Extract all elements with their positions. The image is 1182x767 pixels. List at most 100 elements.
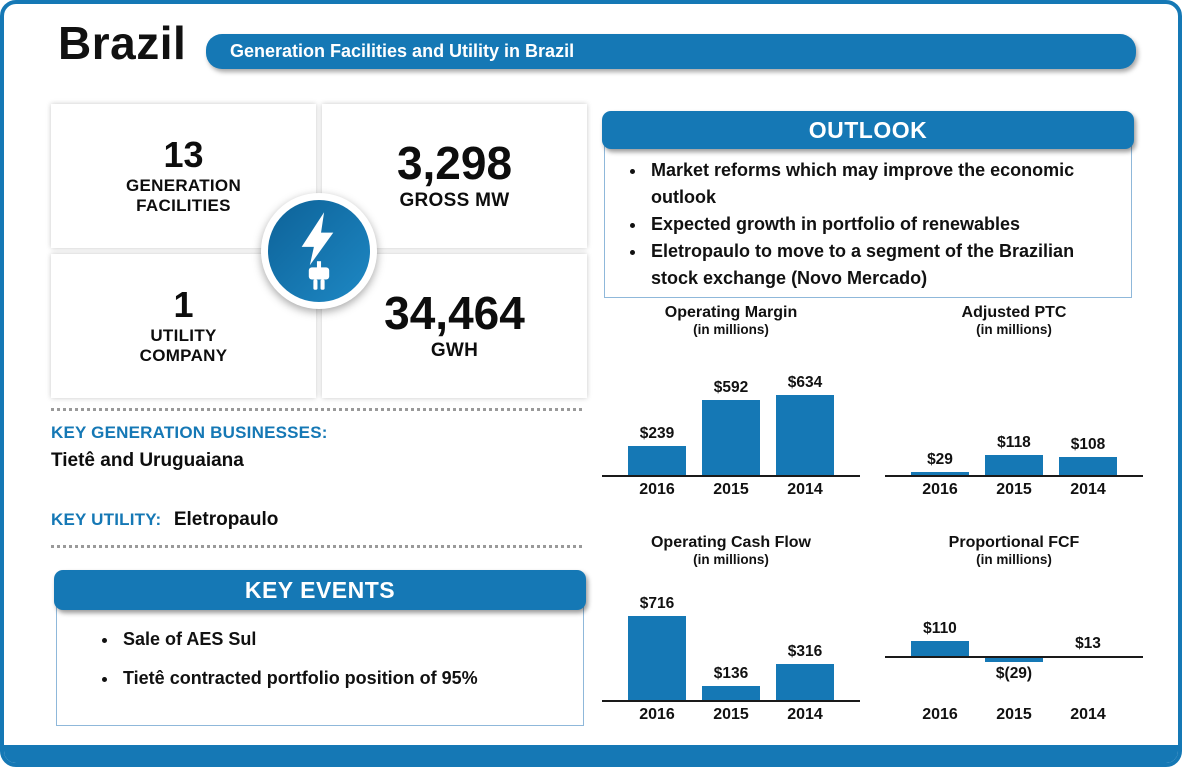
page-title: Brazil — [58, 17, 187, 69]
bar-value-label: $716 — [639, 595, 675, 612]
dotted-separator — [51, 408, 582, 411]
bar-value-label: $29 — [927, 451, 953, 468]
bar-2015 — [985, 455, 1043, 477]
stat-value: 1 — [173, 283, 194, 325]
stat-label-line: FACILITIES — [136, 195, 231, 215]
outlook-header: OUTLOOK — [602, 111, 1134, 149]
bar-column: $108 — [1059, 341, 1117, 477]
bar-column: $592 — [702, 341, 760, 477]
key-generation-label: KEY GENERATION BUSINESSES: — [51, 423, 328, 442]
outlook-item: Market reforms which may improve the eco… — [647, 157, 1105, 211]
bar-column: $136 — [702, 571, 760, 702]
chart-subtitle: (in millions) — [976, 322, 1052, 337]
category-label: 2015 — [996, 481, 1032, 498]
key-generation-value: Tietê and Uruguaiana — [51, 450, 244, 471]
bar-value-label: $(29) — [995, 665, 1033, 682]
key-event-item: Sale of AES Sul — [119, 629, 583, 650]
bar-column: $29 — [911, 341, 969, 477]
x-axis — [885, 656, 1143, 658]
stat-label-line: GENERATION — [125, 175, 242, 195]
key-generation-businesses: KEY GENERATION BUSINESSES: Tietê and Uru… — [51, 423, 328, 472]
outlook-item: Expected growth in portfolio of renewabl… — [647, 211, 1105, 238]
bar-column: $(29) — [985, 571, 1043, 702]
bar-value-label: $634 — [787, 374, 823, 391]
chart-plot: $239 $592 $634 — [600, 341, 862, 477]
bar-column: $716 — [628, 571, 686, 702]
header-banner: Generation Facilities and Utility in Bra… — [206, 34, 1136, 69]
bar-column: $239 — [628, 341, 686, 477]
stat-value: 34,464 — [384, 287, 525, 340]
stat-label: GENERATION FACILITIES — [126, 176, 241, 217]
x-axis — [602, 700, 860, 702]
outlook-item: Eletropaulo to move to a segment of the … — [647, 238, 1105, 292]
footer-accent-bar — [4, 745, 1178, 763]
key-events-panel: Sale of AES Sul Tietê contracted portfol… — [56, 590, 584, 726]
stat-label: GWH — [431, 340, 478, 363]
bar-2015 — [702, 400, 760, 477]
bar-value-label: $108 — [1070, 436, 1106, 453]
key-utility: KEY UTILITY: Eletropaulo — [51, 509, 278, 531]
chart-subtitle: (in millions) — [693, 552, 769, 567]
stat-card-generation-facilities: 13 GENERATION FACILITIES — [51, 104, 316, 248]
chart-categories: 2016 2015 2014 — [600, 481, 862, 499]
bar-2016 — [911, 472, 969, 477]
chart-title: Operating Cash Flow — [650, 534, 811, 551]
chart-adjusted-ptc: Adjusted PTC (in millions) $29 $118 $108 2… — [883, 304, 1145, 499]
bar-column: $110 — [911, 571, 969, 702]
category-label: 2015 — [996, 706, 1032, 723]
chart-categories: 2016 2015 2014 — [600, 706, 862, 724]
electricity-bolt-plug-icon — [268, 200, 370, 302]
key-utility-value: Eletropaulo — [173, 509, 279, 530]
bar-2016 — [628, 446, 686, 477]
chart-categories: 2016 2015 2014 — [883, 706, 1145, 724]
chart-plot: $716 $136 $316 — [600, 571, 862, 702]
stat-label: GROSS MW — [399, 190, 509, 213]
chart-plot: $110 $(29) $13 — [883, 571, 1145, 702]
category-label: 2014 — [787, 481, 823, 498]
outlook-list: Market reforms which may improve the eco… — [647, 157, 1131, 292]
dotted-separator — [51, 545, 582, 548]
bar-2015 — [702, 686, 760, 702]
bar-2014 — [1059, 457, 1117, 477]
bar-value-label: $592 — [713, 379, 749, 396]
outlook-panel: Market reforms which may improve the eco… — [604, 130, 1132, 298]
bar-2014 — [776, 664, 834, 702]
bar-value-label: $136 — [713, 665, 749, 682]
bar-2016 — [911, 641, 969, 658]
chart-operating-cash-flow: Operating Cash Flow (in millions) $716 $1… — [600, 534, 862, 724]
chart-proportional-fcf: Proportional FCF (in millions) $110 $(29)… — [883, 534, 1145, 724]
header-banner-label: Generation Facilities and Utility in Bra… — [230, 41, 575, 61]
stat-label-line: GWH — [430, 339, 479, 361]
bar-value-label: $13 — [1075, 635, 1101, 652]
category-label: 2016 — [639, 706, 675, 723]
chart-title: Adjusted PTC — [961, 304, 1067, 321]
stat-label: UTILITY COMPANY — [140, 326, 228, 367]
category-label: 2014 — [1070, 706, 1106, 723]
stats-grid: 13 GENERATION FACILITIES 3,298 GROSS MW … — [51, 104, 587, 398]
category-label: 2015 — [713, 481, 749, 498]
key-events-list: Sale of AES Sul Tietê contracted portfol… — [119, 629, 583, 689]
bar-2015 — [985, 658, 1043, 662]
x-axis — [885, 475, 1143, 477]
bar-value-label: $239 — [639, 425, 675, 442]
stat-label-line: GROSS MW — [399, 189, 510, 211]
category-label: 2014 — [1070, 481, 1106, 498]
stat-value: 13 — [163, 133, 204, 175]
category-label: 2016 — [922, 481, 958, 498]
power-badge — [261, 193, 377, 309]
stat-value: 3,298 — [396, 137, 513, 190]
category-label: 2016 — [639, 481, 675, 498]
stat-label-line: UTILITY — [150, 325, 217, 345]
chart-plot: $29 $118 $108 — [883, 341, 1145, 477]
category-label: 2016 — [922, 706, 958, 723]
category-label: 2014 — [787, 706, 823, 723]
chart-title: Proportional FCF — [948, 534, 1080, 551]
chart-title: Operating Margin — [664, 304, 798, 321]
bar-value-label: $110 — [923, 620, 957, 637]
key-events-header: KEY EVENTS — [54, 570, 586, 610]
key-utility-label: KEY UTILITY: — [51, 510, 162, 529]
chart-operating-margin: Operating Margin (in millions) $239 $592 $… — [600, 304, 862, 499]
bar-value-label: $316 — [787, 643, 823, 660]
chart-categories: 2016 2015 2014 — [883, 481, 1145, 499]
